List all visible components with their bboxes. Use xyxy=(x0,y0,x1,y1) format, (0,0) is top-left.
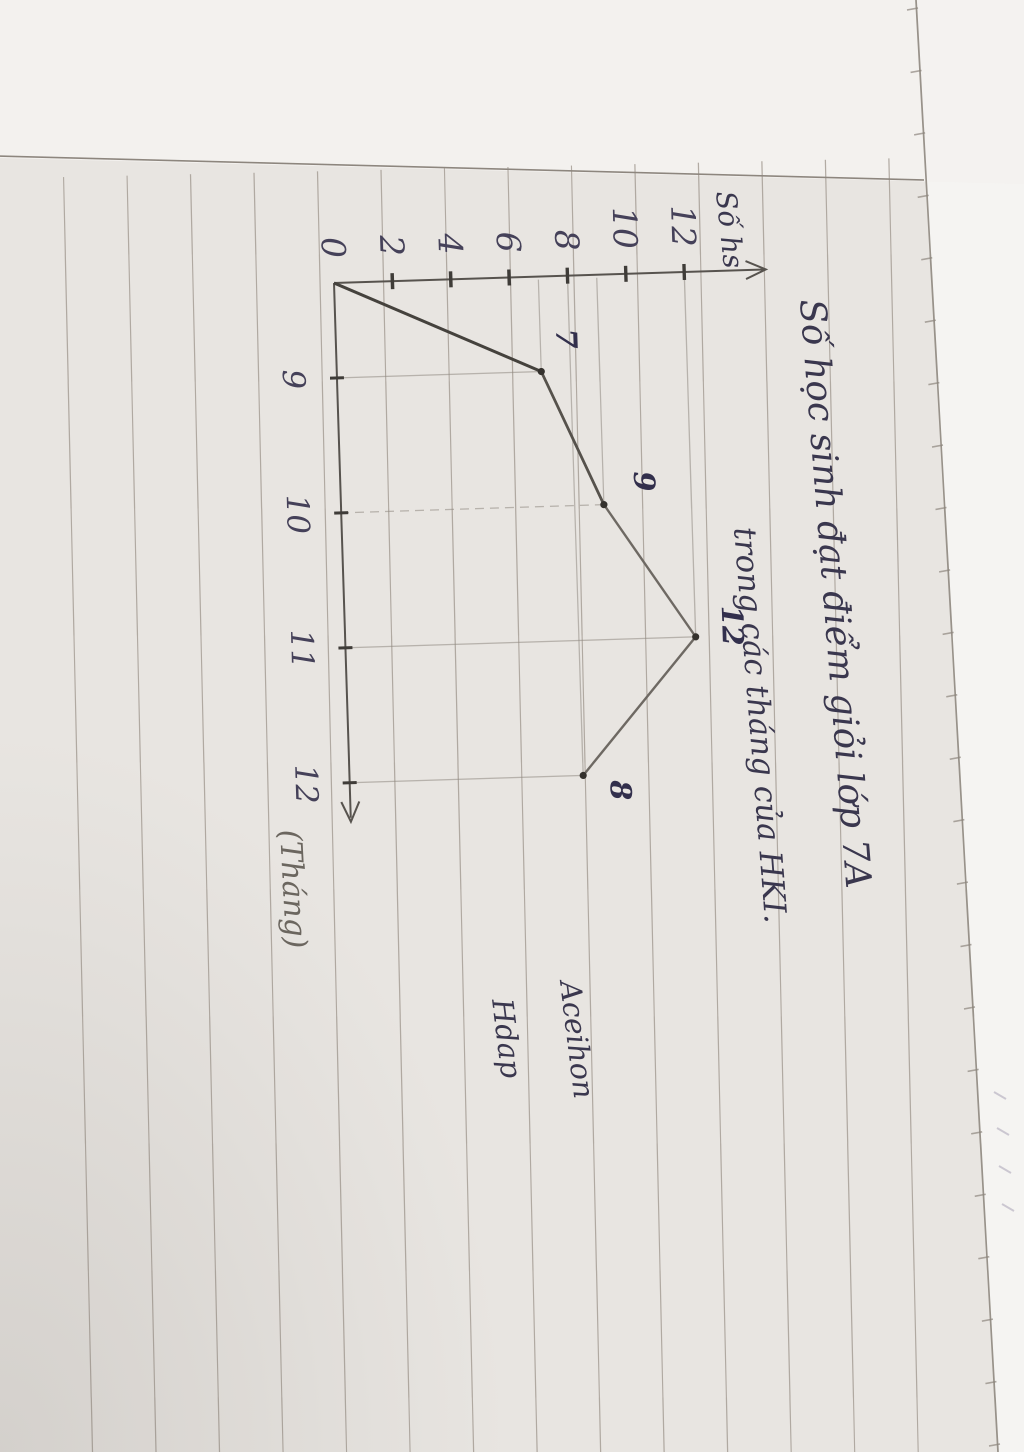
x-tick-label: 10 xyxy=(279,494,316,535)
data-point-label: 7 xyxy=(549,328,584,349)
y-tick xyxy=(448,271,453,288)
x-tick-label: 12 xyxy=(287,764,324,805)
y-tick-label: 6 xyxy=(489,231,529,253)
y-tick xyxy=(682,263,687,281)
y-tick-label: 12 xyxy=(663,204,703,247)
x-tick-label: 11 xyxy=(283,629,320,670)
y-tick-label: 10 xyxy=(605,206,645,249)
y-tick-label: 0 xyxy=(314,236,354,258)
data-point-label: 8 xyxy=(603,779,638,801)
margin-strip xyxy=(0,0,1024,184)
y-tick-label: 2 xyxy=(372,234,412,257)
y-tick xyxy=(507,269,512,286)
y-tick xyxy=(623,265,628,282)
data-point-label: 9 xyxy=(627,471,662,492)
y-tick xyxy=(565,267,570,284)
y-tick-label: 8 xyxy=(547,229,587,251)
x-axis-title: (Tháng) xyxy=(272,829,313,950)
y-tick-label: 4 xyxy=(430,232,470,255)
y-tick xyxy=(390,273,395,290)
x-tick-label: 9 xyxy=(275,369,312,390)
